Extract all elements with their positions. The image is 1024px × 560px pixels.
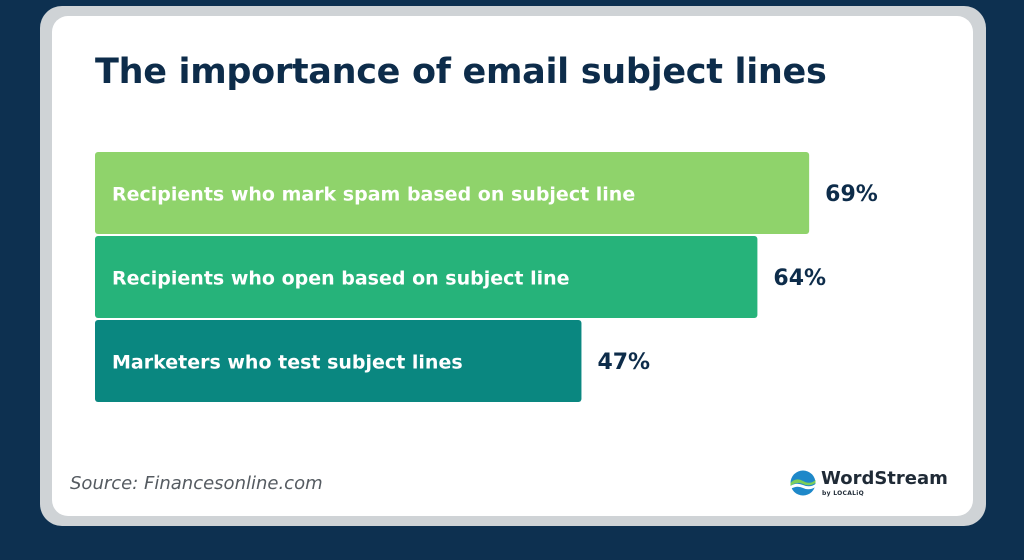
wordstream-wave-logo-icon xyxy=(790,470,816,496)
bar-value-3: 47% xyxy=(597,350,650,375)
brand-name: WordStream xyxy=(821,468,948,489)
bar-label-1: Recipients who mark spam based on subjec… xyxy=(112,184,635,206)
bar-2 xyxy=(95,236,758,318)
bar-3 xyxy=(95,320,582,402)
bar-label-3: Marketers who test subject lines xyxy=(112,352,463,374)
bar-1 xyxy=(95,152,810,234)
source-note: Source: Financesonline.com xyxy=(70,473,323,494)
chart-title: The importance of email subject lines xyxy=(95,52,827,92)
wordstream-brand: WordStream by LOCALiQ xyxy=(790,468,960,502)
bar-value-2: 64% xyxy=(773,266,826,291)
bar-label-2: Recipients who open based on subject lin… xyxy=(112,268,570,290)
brand-tagline: by LOCALiQ xyxy=(822,490,865,497)
bar-value-1: 69% xyxy=(825,182,878,207)
